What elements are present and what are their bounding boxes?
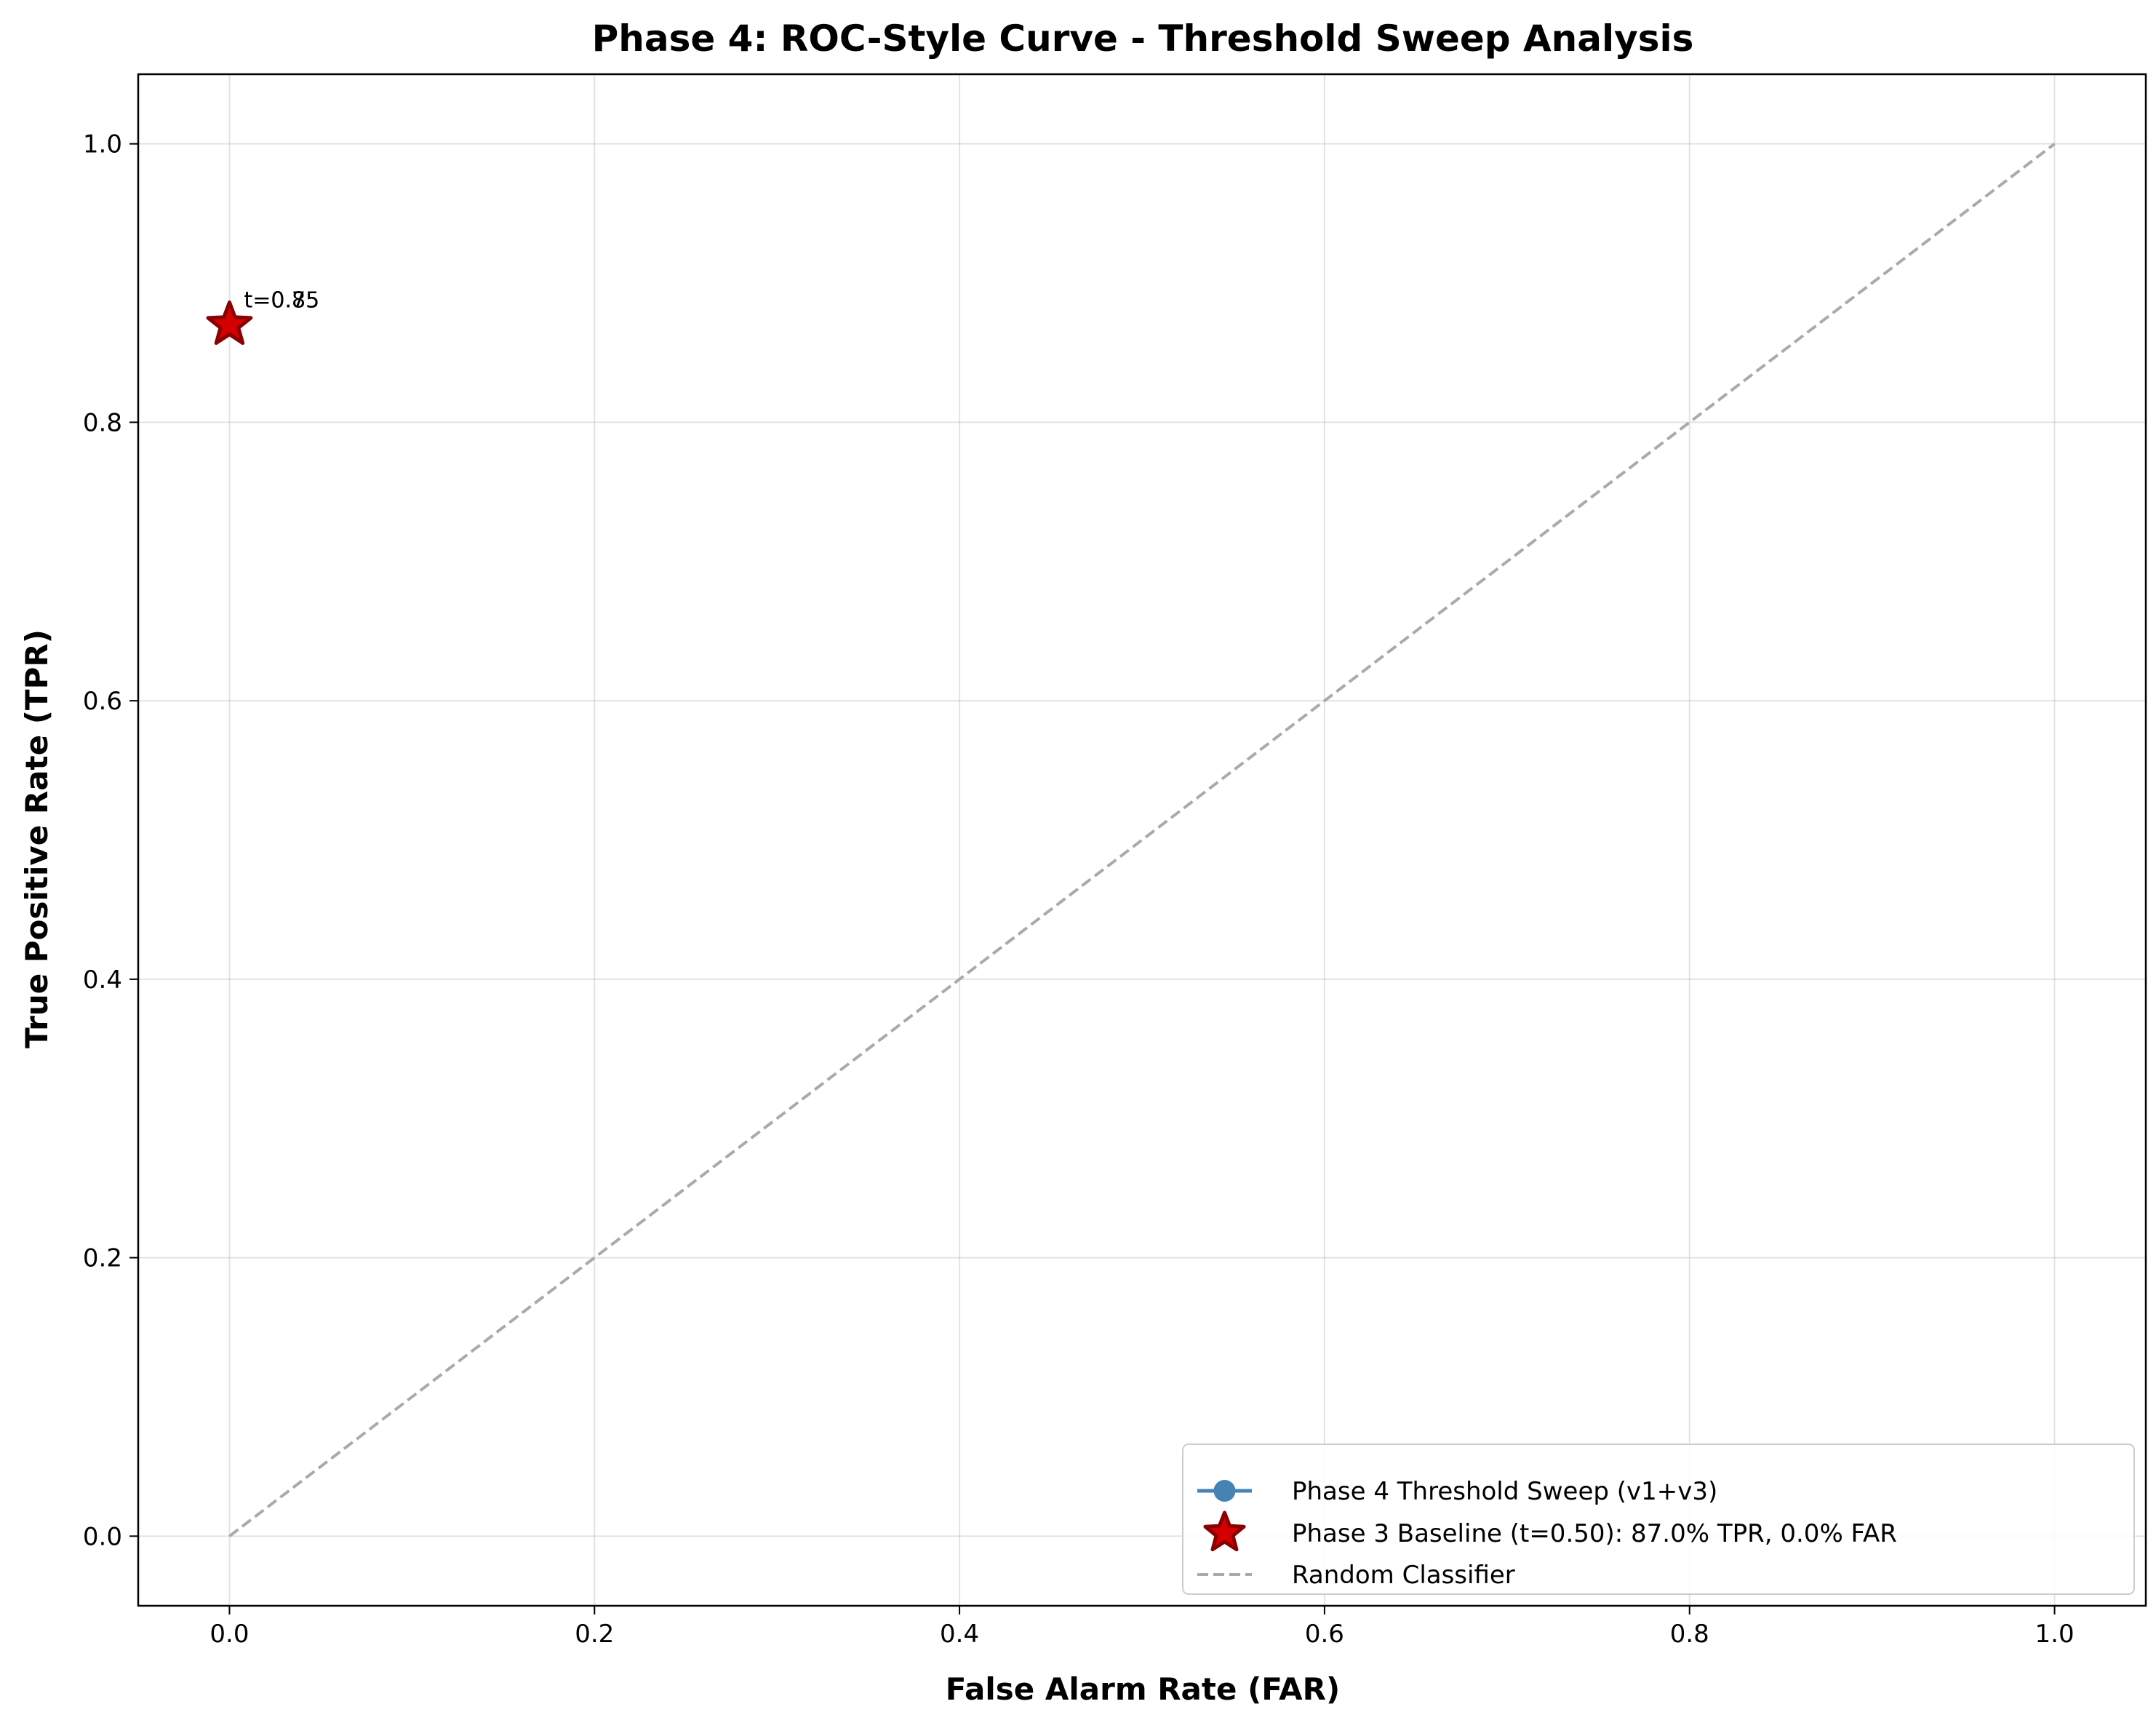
x-tick-label: 1.0 (2035, 1620, 2075, 1649)
y-tick-label: 0.8 (83, 408, 122, 437)
grid (138, 74, 2146, 1606)
chart-title: Phase 4: ROC-Style Curve - Threshold Swe… (592, 17, 1694, 60)
legend-entry-label: Random Classifier (1292, 1561, 1515, 1590)
random-classifier-line (228, 143, 2056, 1537)
x-tick-label: 0.2 (575, 1620, 614, 1649)
plot-series (206, 143, 2056, 1537)
baseline-star-marker (206, 300, 253, 345)
legend-entry-label: Phase 4 Threshold Sweep (v1+v3) (1292, 1477, 1717, 1506)
y-tick-label: 0.4 (83, 965, 122, 995)
annotations: t=0.75t=0.85 (244, 287, 319, 313)
x-tick-label: 0.8 (1670, 1620, 1709, 1649)
plot-frame (137, 73, 2147, 1607)
x-tick-label: 0.0 (209, 1620, 249, 1649)
legend-sweep-marker-handle (1213, 1480, 1236, 1502)
threshold-annotation: t=0.85 (244, 287, 319, 313)
y-axis-label: True Positive Rate (TPR) (19, 629, 55, 1048)
legend-entry-label: Phase 3 Baseline (t=0.50): 87.0% TPR, 0.… (1292, 1519, 1897, 1548)
y-tick-label: 0.6 (83, 687, 122, 716)
y-tick-label: 0.2 (83, 1244, 122, 1273)
axis-ticks: 0.0 0.2 0.4 0.6 0.8 1.0 0.0 0.2 0.4 0.6 0.8 1.0 (83, 130, 2075, 1649)
legend-box (1182, 1444, 2135, 1595)
x-axis-label: False Alarm Rate (FAR) (946, 1671, 1340, 1707)
x-tick-label: 0.4 (940, 1620, 979, 1649)
legend: Phase 4 Threshold Sweep (v1+v3) Phase 3 B… (1182, 1444, 2135, 1595)
y-tick-label: 1.0 (83, 130, 122, 159)
threshold-annotation: t=0.75 (244, 287, 319, 313)
x-tick-label: 0.6 (1305, 1620, 1344, 1649)
y-tick-label: 0.0 (83, 1522, 122, 1551)
legend-star-handle (1203, 1510, 1246, 1552)
